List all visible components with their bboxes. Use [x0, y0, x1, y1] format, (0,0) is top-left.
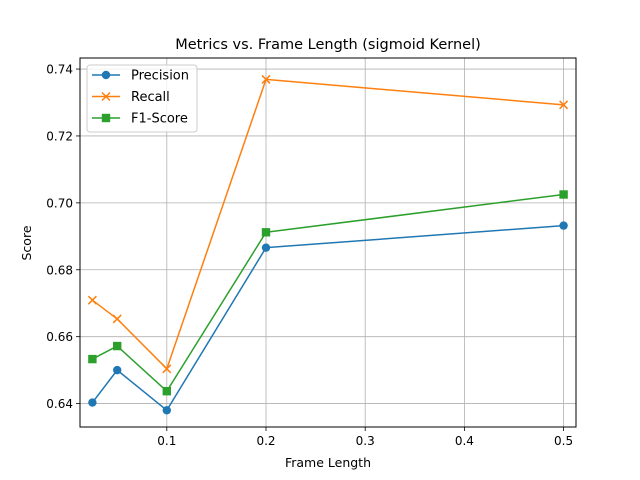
y-tick-label: 0.70 — [46, 196, 73, 210]
y-tick-label: 0.66 — [46, 330, 73, 344]
precision-point — [113, 365, 122, 375]
x-tick-label: 0.1 — [157, 434, 176, 448]
axes-frame — [79, 57, 577, 428]
recall-point — [261, 74, 271, 84]
chart-title: Metrics vs. Frame Length (sigmoid Kernel… — [175, 37, 481, 53]
y-tick-label: 0.74 — [46, 63, 73, 77]
x-tick-label: 0.3 — [356, 434, 375, 448]
y-tick-label: 0.68 — [46, 263, 73, 277]
precision-point — [559, 221, 568, 230]
recall-point — [87, 295, 97, 305]
f1-score-point — [88, 354, 97, 364]
y-tick-label: 0.64 — [46, 397, 73, 411]
legend-marker — [101, 91, 111, 102]
legend-marker — [101, 70, 111, 80]
f1-score-point — [559, 190, 568, 199]
f1-score-point — [113, 341, 122, 351]
x-tick-label: 0.5 — [554, 434, 573, 448]
y-axis-ticks: 0.64 0.66 0.68 0.70 0.72 0.74 — [46, 63, 80, 411]
x-axis-label: Frame Length — [285, 455, 371, 470]
x-tick-label: 0.2 — [256, 434, 275, 448]
legend-marker — [101, 113, 111, 123]
precision-line — [91, 224, 564, 412]
f1-score-line — [92, 193, 564, 392]
legend-label: Precision — [131, 69, 189, 84]
series-recall — [87, 74, 569, 374]
recall-point — [112, 314, 122, 324]
recall-point — [559, 100, 569, 110]
series-precision — [88, 221, 568, 415]
f1-score-point — [162, 387, 171, 396]
y-tick-label: 0.72 — [46, 129, 73, 143]
legend-label: F1-Score — [131, 112, 188, 127]
legend-item-recall: Recall — [92, 90, 170, 105]
precision-point — [88, 398, 97, 407]
recall-point — [162, 364, 172, 374]
series-layer — [87, 74, 569, 415]
y-axis-label: Score — [19, 225, 34, 260]
legend-item-f1-score: F1-Score — [92, 112, 188, 127]
legend: Precision Recall F1-Score — [86, 64, 198, 133]
precision-point — [162, 406, 171, 415]
x-tick-label: 0.4 — [455, 434, 474, 448]
legend-box — [86, 64, 198, 133]
precision-point — [261, 243, 271, 252]
legend-item-precision: Precision — [92, 69, 189, 84]
legend-label: Recall — [131, 90, 170, 105]
series-f1-score — [88, 190, 568, 396]
f1-score-point — [261, 228, 271, 237]
x-axis-ticks: 0.1 0.2 0.3 0.4 0.5 — [157, 427, 573, 448]
